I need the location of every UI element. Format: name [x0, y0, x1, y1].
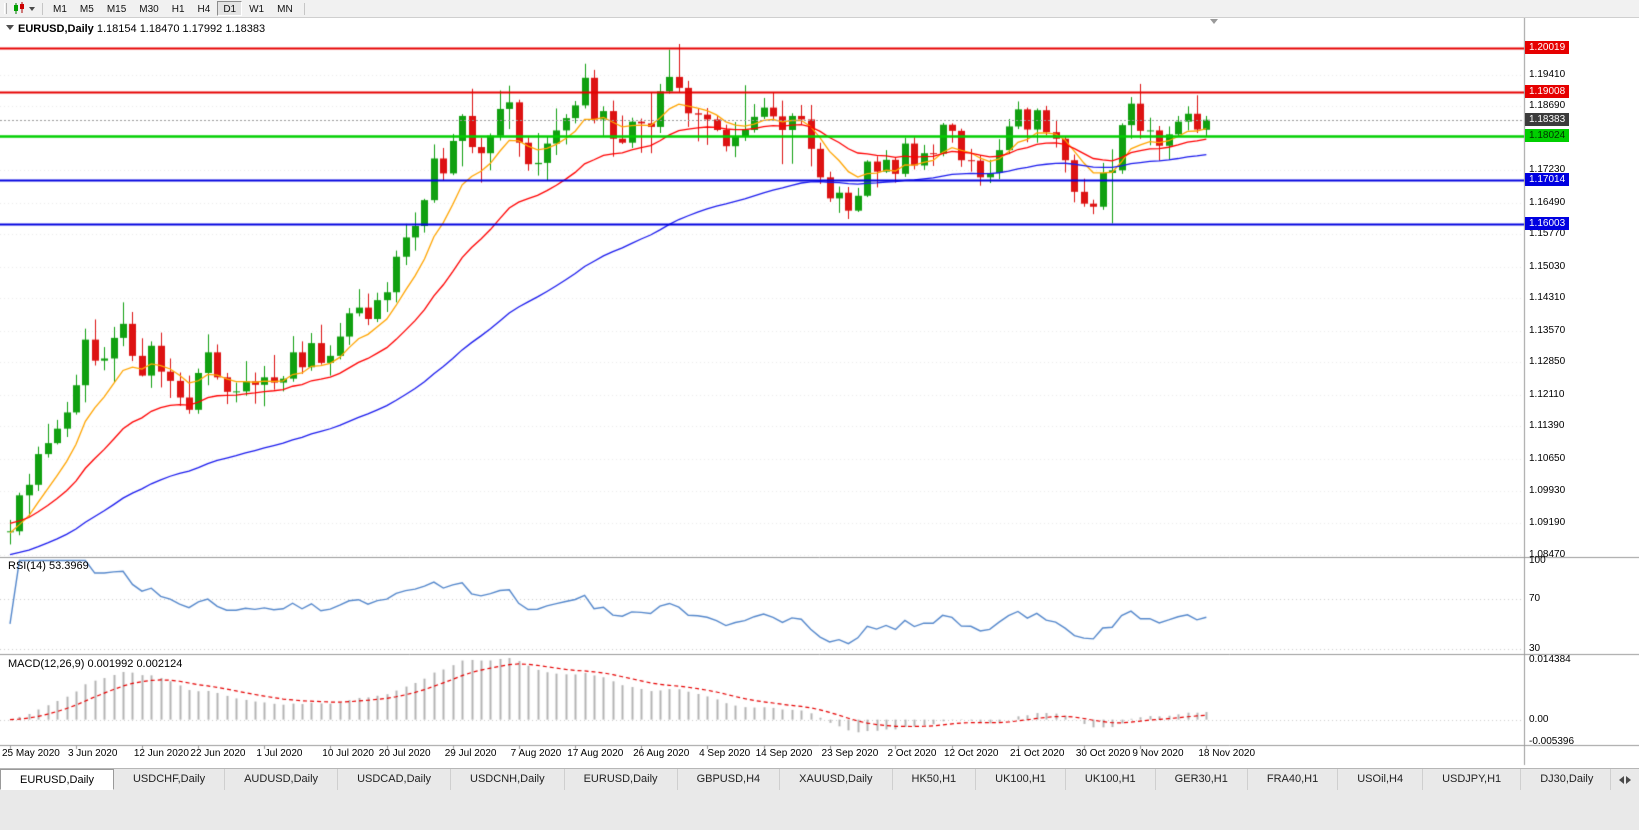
chart-type-dropdown-icon[interactable] — [29, 7, 35, 14]
timeframe-button-d1[interactable]: D1 — [217, 1, 243, 16]
chart-tab-eurusd-daily[interactable]: EURUSD,Daily — [0, 769, 114, 790]
chart-tab-usdjpy-h1[interactable]: USDJPY,H1 — [1423, 769, 1522, 790]
timeframe-buttons: M1 M5 M15 M30 H1 H4 D1 W1 MN — [47, 1, 300, 16]
timeframe-button-mn[interactable]: MN — [277, 4, 293, 15]
timeframe-button-h1[interactable]: H1 — [171, 4, 185, 15]
chart-title: EURUSD,Daily 1.18154 1.18470 1.17992 1.1… — [6, 23, 265, 35]
chart-tab-usdchf-daily[interactable]: USDCHF,Daily — [113, 769, 226, 790]
macd-signal-value: 0.002124 — [136, 658, 183, 670]
chart-tab-uk100-h1[interactable]: UK100,H1 — [976, 769, 1066, 790]
chart-tab-xauusd-daily[interactable]: XAUUSD,Daily — [780, 769, 893, 790]
timeframe-button-h4[interactable]: H4 — [197, 4, 211, 15]
chart-symbol: EURUSD,Daily — [18, 23, 94, 35]
timeframe-button-m5[interactable]: M5 — [79, 4, 94, 15]
chart-tab-ger30-h1[interactable]: GER30,H1 — [1155, 769, 1248, 790]
macd-pane-label: MACD(12,26,9) 0.001992 0.002124 — [8, 658, 182, 670]
timeframe-button-m1[interactable]: M1 — [53, 4, 67, 15]
timeframe-button-w1[interactable]: W1 — [249, 4, 265, 15]
macd-name: MACD(12,26,9) — [8, 658, 85, 670]
macd-value: 0.001992 — [87, 658, 134, 670]
toolbar-grip[interactable] — [4, 3, 7, 14]
timeframes-toolbar: M1 M5 M15 M30 H1 H4 D1 W1 MN — [0, 0, 1639, 18]
chart-tab-gbpusd-h4[interactable]: GBPUSD,H4 — [677, 769, 781, 790]
chart-shift-marker — [1210, 19, 1218, 28]
chart-tab-uk100-h1[interactable]: UK100,H1 — [1065, 769, 1156, 790]
tab-scroll-left-icon[interactable] — [1614, 769, 1625, 790]
chart-tab-hk50-h1[interactable]: HK50,H1 — [892, 769, 977, 790]
ohlc-open: 1.18154 — [96, 23, 137, 35]
toolbar-separator — [42, 2, 43, 15]
chart-tab-dj30-daily[interactable]: DJ30,Daily — [1521, 769, 1614, 790]
chart-tab-eurusd-daily[interactable]: EURUSD,Daily — [564, 769, 678, 790]
timeframe-button-m15[interactable]: M15 — [106, 4, 127, 15]
tab-scroll-arrows — [1610, 769, 1639, 790]
timeframe-button-m30[interactable]: M30 — [139, 4, 159, 15]
chart-tab-usdcad-daily[interactable]: USDCAD,Daily — [338, 769, 452, 790]
ohlc-high: 1.18470 — [139, 23, 180, 35]
chart-tab-usoil-h4[interactable]: USOil,H4 — [1338, 769, 1424, 790]
chart-tabs: EURUSD,Daily USDCHF,Daily AUDUSD,Daily USDC… — [0, 769, 1639, 790]
toolbar-separator — [303, 2, 305, 15]
chart-tab-usdcnh-daily[interactable]: USDCNH,Daily — [451, 769, 565, 790]
one-click-trading-icon[interactable] — [6, 25, 14, 34]
rsi-value: 53.3969 — [48, 560, 89, 572]
ohlc-low: 1.17992 — [182, 23, 223, 35]
rsi-name: RSI(14) — [8, 560, 46, 572]
ohlc-close: 1.18383 — [225, 23, 266, 35]
candlestick-chart-icon[interactable] — [12, 2, 27, 15]
chart-tab-bar: EURUSD,Daily USDCHF,Daily AUDUSD,Daily USDC… — [0, 768, 1639, 830]
chart-tab-fra40-h1[interactable]: FRA40,H1 — [1247, 769, 1339, 790]
tab-scroll-right-icon[interactable] — [1625, 769, 1636, 790]
rsi-pane-label: RSI(14) 53.3969 — [8, 560, 89, 572]
chart-tab-audusd-daily[interactable]: AUDUSD,Daily — [225, 769, 339, 790]
